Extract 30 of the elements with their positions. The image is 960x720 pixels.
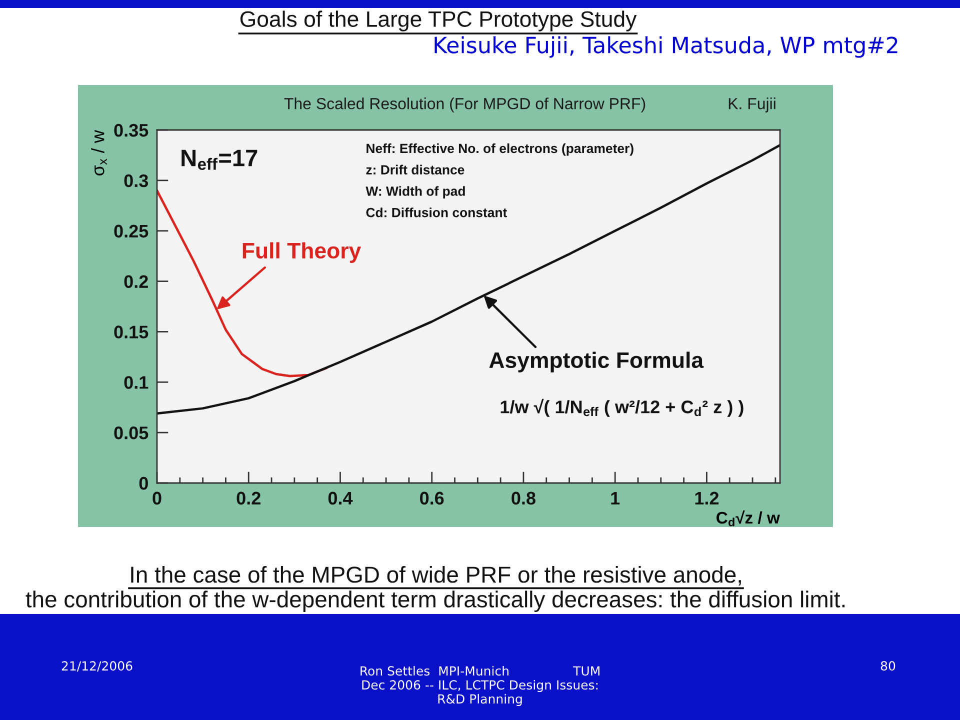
x-tick-label: 0.4 — [328, 492, 353, 505]
text: 21/12/2006 — [62, 661, 132, 672]
x-tick-label: 0.6 — [420, 492, 444, 505]
x-axis-title: C$_{d}$√z / w — [716, 510, 780, 526]
chart-title: The Scaled Resolution (For MPGD of Narrow PRF) — [284, 98, 646, 112]
text: 80 — [880, 661, 896, 671]
y-tick-label: 0.15 — [114, 326, 148, 338]
annotation: Full Theory — [242, 242, 362, 263]
y-tick-label: 0.25 — [114, 224, 148, 238]
annotation: N$_{eff}$=17 — [182, 150, 258, 170]
annotation: 1/w √( 1/N$_{eff}$ ( w²/12 + C$_{d}$² z ) ) — [500, 398, 744, 417]
annotation: Neff: Effective No. of electrons (parameter) z: Drift distance W: Width of pad Cd: Diffusion constant — [366, 143, 634, 218]
y-tick-label: 0.35 — [114, 124, 148, 137]
x-tick-label: 0.8 — [512, 492, 536, 505]
y-tick-label: 0.3 — [124, 174, 148, 188]
y-tick-label: 0.1 — [124, 376, 148, 389]
chart-subtitle: Keisuke Fujii, Takeshi Matsuda, WP mtg#2 — [434, 36, 898, 58]
y-tick-label: 0.2 — [124, 275, 148, 288]
y-tick-label: 0.05 — [114, 426, 148, 440]
x-tick-label: 0.2 — [236, 492, 260, 505]
text: K. Fujii — [728, 98, 776, 112]
annotation: Asymptotic Formula — [489, 352, 704, 372]
text: Ron Settles MPI-Munich TUM Dec 2006 -- ILC, LCTPC Design Issues: R&D Planning — [360, 666, 600, 706]
x-tick-label: 1.2 — [695, 492, 719, 504]
x-tick-label: 0 — [152, 492, 162, 505]
y-axis-title: σ$_{x}$ / w — [91, 130, 107, 176]
text: In the case of the MPGD of wide PRF or the resistive anode, the contribution of the w-dependent term drastically decreases: the diffusion limit. — [26, 566, 845, 612]
x-tick-label: 1 — [611, 492, 620, 504]
text: Goals of the Large TPC Prototype Study — [240, 10, 637, 32]
y-tick-label: 0 — [139, 476, 148, 490]
